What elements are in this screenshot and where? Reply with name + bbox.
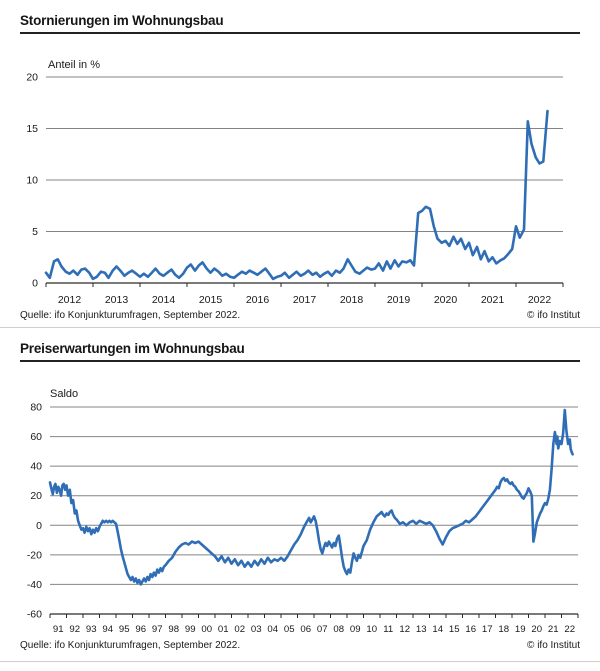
svg-text:97: 97 (152, 624, 163, 635)
svg-text:20: 20 (531, 624, 542, 635)
svg-text:10: 10 (26, 175, 38, 187)
svg-text:05: 05 (284, 624, 295, 635)
svg-text:21: 21 (548, 624, 559, 635)
svg-text:17: 17 (482, 624, 493, 635)
chart-footer: Quelle: ifo Konjunkturumfragen, Septembe… (20, 640, 580, 651)
section-divider (0, 327, 600, 328)
svg-text:19: 19 (515, 624, 526, 635)
svg-text:99: 99 (185, 624, 196, 635)
svg-text:14: 14 (432, 624, 443, 635)
svg-text:16: 16 (465, 624, 476, 635)
svg-text:0: 0 (32, 278, 38, 290)
price-expectations-chart-title: Preiserwartungen im Wohnungsbau (20, 341, 245, 356)
svg-text:06: 06 (300, 624, 311, 635)
svg-text:40: 40 (30, 461, 42, 473)
svg-text:07: 07 (317, 624, 328, 635)
title-rule (20, 360, 580, 363)
svg-text:96: 96 (135, 624, 146, 635)
y-axis-unit-label: Saldo (50, 388, 78, 400)
title-rule (20, 32, 580, 35)
svg-text:00: 00 (201, 624, 212, 635)
svg-text:15: 15 (26, 123, 38, 135)
svg-text:13: 13 (416, 624, 427, 635)
svg-text:2016: 2016 (246, 294, 270, 306)
svg-text:12: 12 (399, 624, 410, 635)
cancellations-chart-title: Stornierungen im Wohnungsbau (20, 13, 224, 28)
svg-text:2019: 2019 (387, 294, 411, 306)
svg-text:2021: 2021 (481, 294, 505, 306)
svg-text:2022: 2022 (528, 294, 552, 306)
svg-text:93: 93 (86, 624, 97, 635)
svg-text:10: 10 (366, 624, 377, 635)
svg-text:-60: -60 (27, 609, 42, 621)
source-text: Quelle: ifo Konjunkturumfragen, Septembe… (20, 640, 241, 651)
svg-text:2020: 2020 (434, 294, 458, 306)
svg-text:22: 22 (564, 624, 575, 635)
svg-text:98: 98 (168, 624, 179, 635)
svg-text:80: 80 (30, 402, 42, 414)
svg-text:01: 01 (218, 624, 229, 635)
svg-text:60: 60 (30, 431, 42, 443)
svg-text:91: 91 (53, 624, 64, 635)
svg-text:18: 18 (498, 624, 509, 635)
svg-text:2018: 2018 (340, 294, 364, 306)
copyright-text: © ifo Institut (527, 310, 580, 321)
svg-text:94: 94 (102, 624, 113, 635)
svg-text:20: 20 (26, 72, 38, 84)
chart-footer: Quelle: ifo Konjunkturumfragen, Septembe… (20, 310, 580, 321)
svg-text:2012: 2012 (58, 294, 82, 306)
svg-text:11: 11 (383, 624, 393, 635)
svg-text:2017: 2017 (293, 294, 317, 306)
svg-text:0: 0 (36, 520, 42, 532)
svg-text:09: 09 (350, 624, 361, 635)
svg-text:-40: -40 (27, 579, 42, 591)
y-axis-unit-label: Anteil in % (48, 59, 100, 71)
svg-text:15: 15 (449, 624, 460, 635)
svg-text:04: 04 (267, 624, 278, 635)
source-text: Quelle: ifo Konjunkturumfragen, Septembe… (20, 310, 241, 321)
svg-text:5: 5 (32, 226, 38, 238)
svg-text:08: 08 (333, 624, 344, 635)
svg-text:92: 92 (69, 624, 80, 635)
svg-text:20: 20 (30, 490, 42, 502)
svg-text:95: 95 (119, 624, 130, 635)
svg-text:-20: -20 (27, 549, 42, 561)
svg-text:2015: 2015 (199, 294, 223, 306)
copyright-text: © ifo Institut (527, 640, 580, 651)
svg-text:02: 02 (234, 624, 245, 635)
section-divider (0, 661, 600, 662)
svg-text:2013: 2013 (105, 294, 129, 306)
svg-text:03: 03 (251, 624, 262, 635)
svg-text:2014: 2014 (152, 294, 176, 306)
cancellations-line-chart: Anteil in % 0 5 10 15 20 2012 2013 2014 2015 2016… (26, 59, 564, 306)
